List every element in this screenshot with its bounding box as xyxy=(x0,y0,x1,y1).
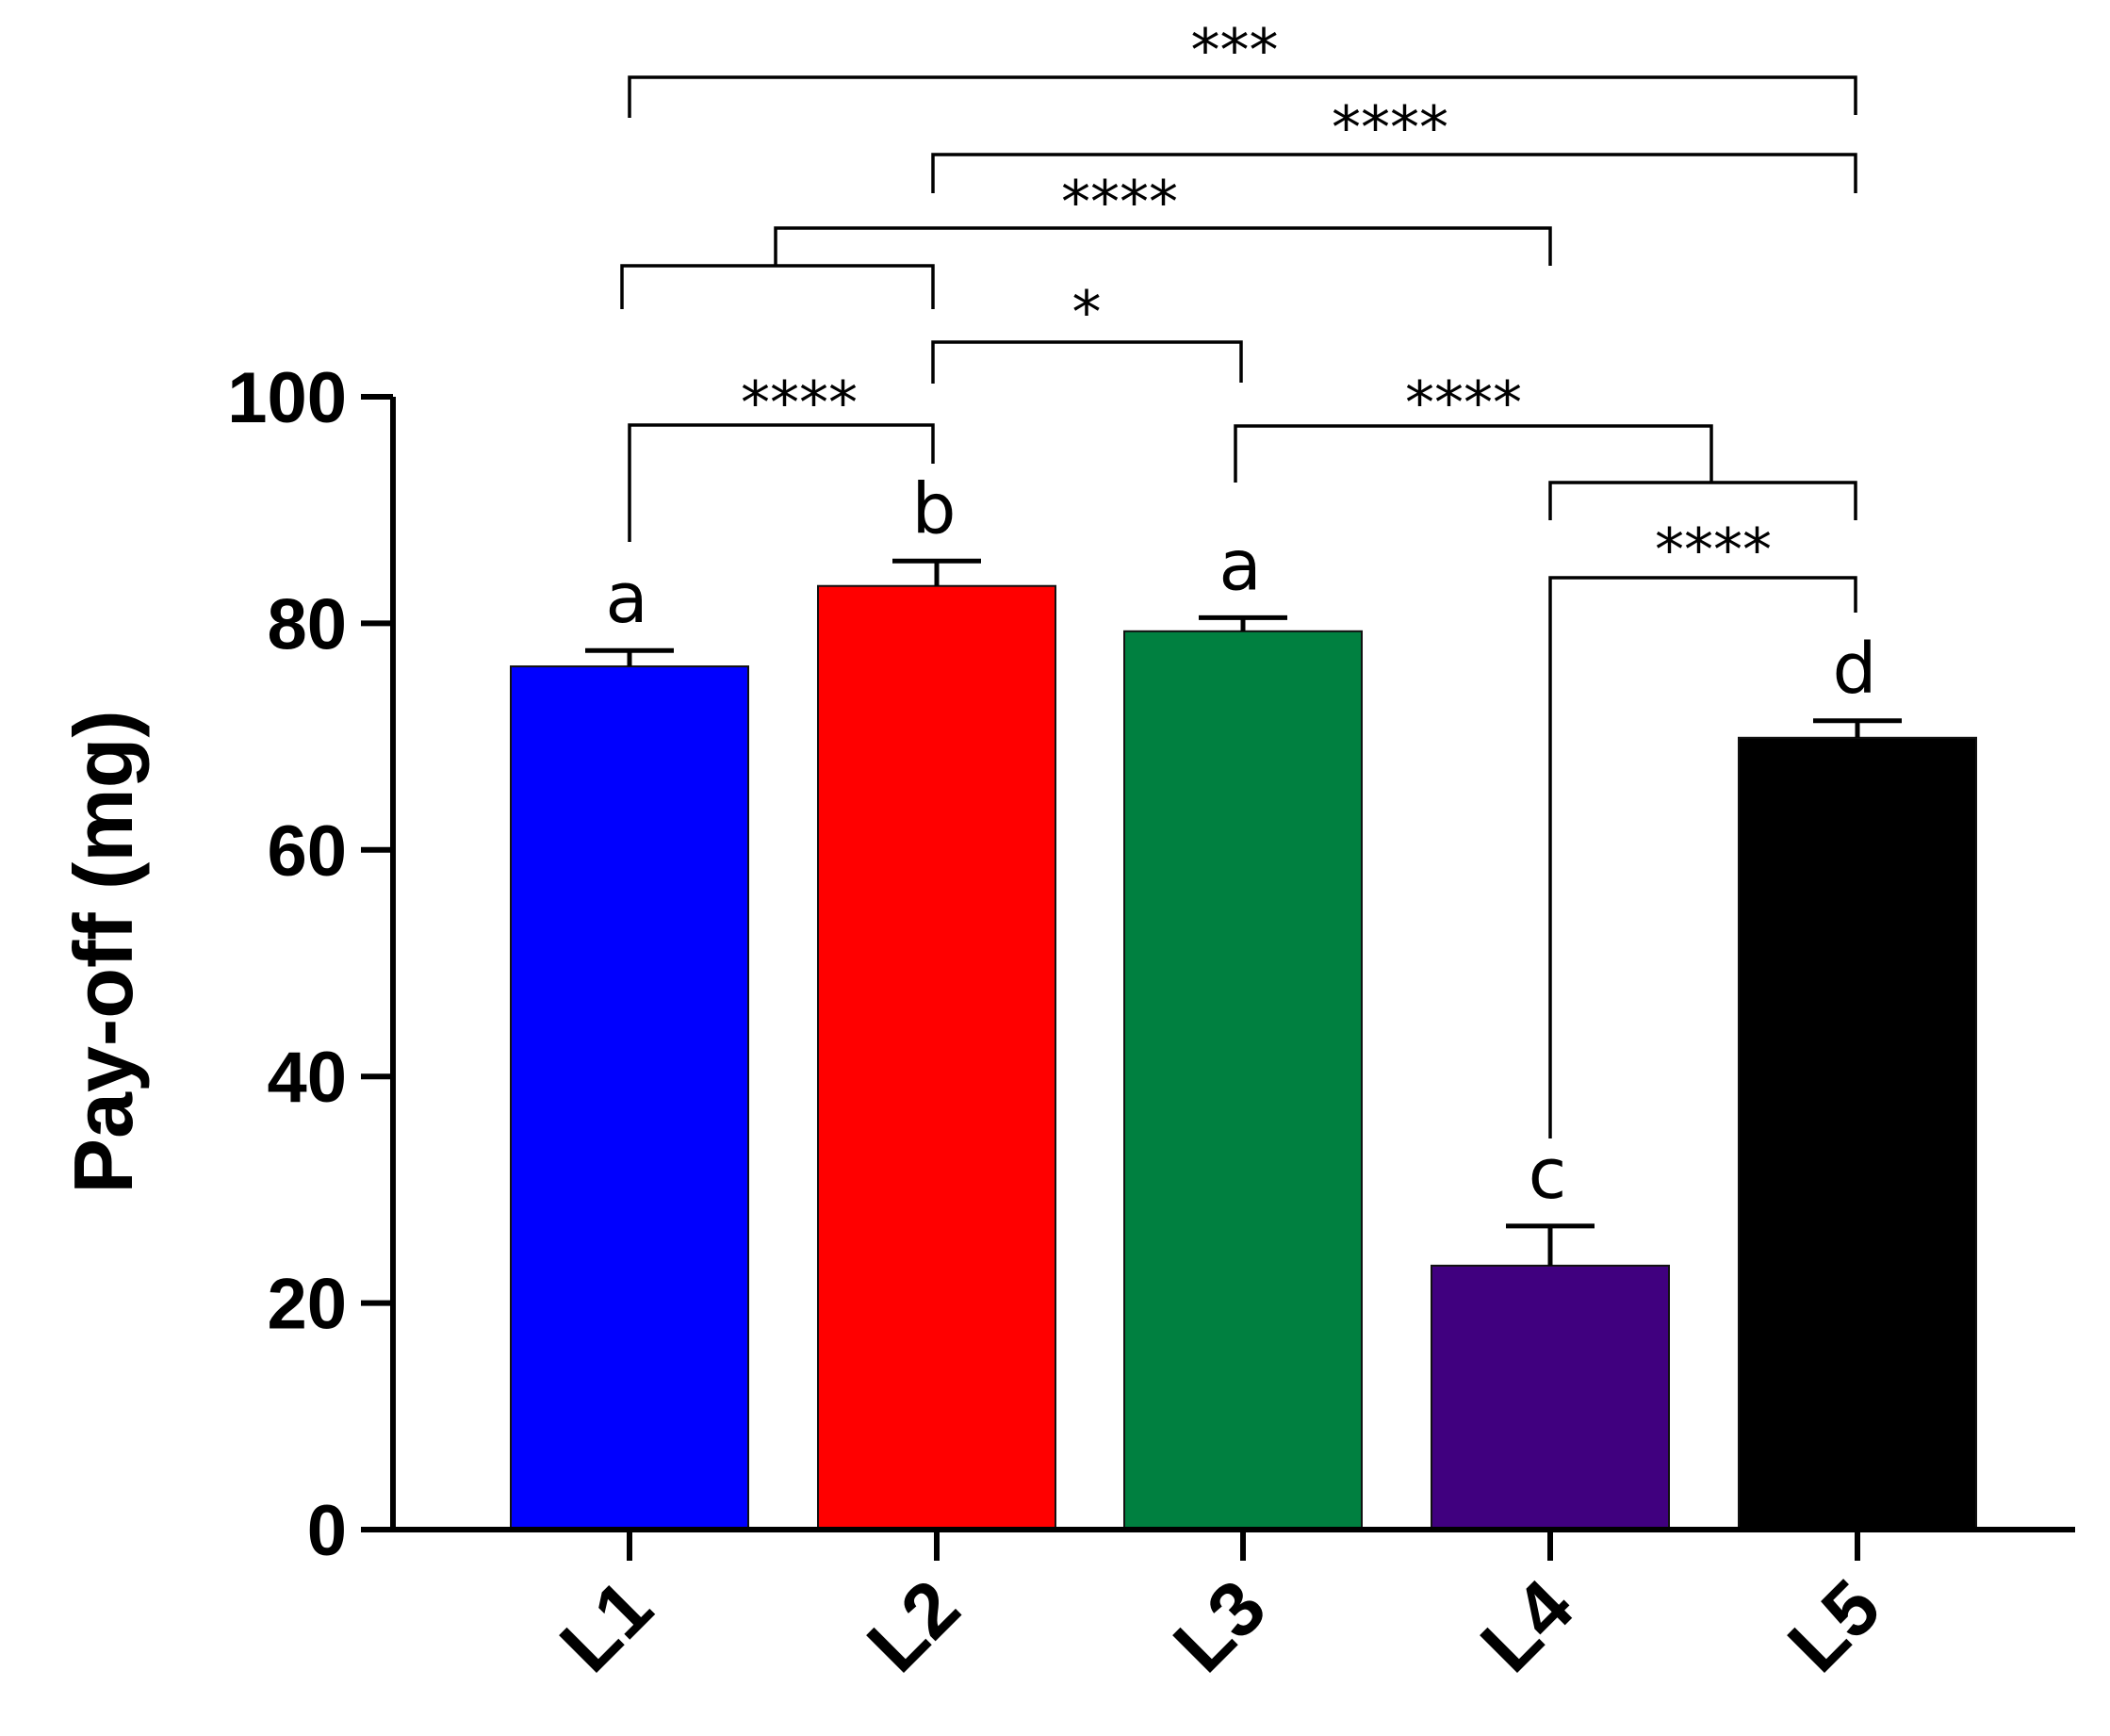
group-letter: c xyxy=(1529,1134,1567,1215)
y-ticks: 0 20 40 60 80 100 xyxy=(227,358,393,1571)
y-tick-label: 60 xyxy=(267,811,347,892)
significance-brackets: **************** ******** xyxy=(620,16,1857,1138)
bar-l1 xyxy=(510,665,749,1531)
group-letter: a xyxy=(1219,525,1261,606)
comparison-bracket xyxy=(1548,576,1857,1138)
group-letter: a xyxy=(605,558,647,639)
bar-l3 xyxy=(1123,630,1363,1531)
y-tick-label: 20 xyxy=(267,1265,347,1345)
significance-stars: *** xyxy=(1191,16,1279,85)
comparison-bracket xyxy=(931,153,1857,193)
axes xyxy=(390,397,2075,1532)
group-letter: d xyxy=(1833,629,1877,710)
significance-stars: * xyxy=(1072,278,1102,347)
y-tick-label: 40 xyxy=(267,1038,347,1118)
bar-l2 xyxy=(817,584,1056,1531)
comparison-bracket xyxy=(620,264,935,309)
x-tick-label: L1 xyxy=(545,1564,669,1689)
significance-stars: **** xyxy=(741,368,858,437)
significance-stars: **** xyxy=(1332,93,1448,162)
y-tick-label: 0 xyxy=(307,1491,347,1571)
comparison-bracket xyxy=(628,75,1857,118)
bars xyxy=(510,584,1977,1531)
x-tick-label: L3 xyxy=(1158,1564,1283,1689)
y-tick-label: 80 xyxy=(267,584,347,664)
x-tick-label: L2 xyxy=(852,1564,976,1689)
bar-l5 xyxy=(1738,736,1977,1531)
comparison-bracket xyxy=(1234,424,1713,483)
x-tick-label: L5 xyxy=(1773,1564,1897,1689)
group-letter: b xyxy=(912,468,957,549)
y-tick-label: 100 xyxy=(227,358,347,438)
x-tick-label: L4 xyxy=(1465,1564,1590,1688)
significance-stars: **** xyxy=(1405,368,1522,437)
comparison-bracket xyxy=(1548,481,1857,520)
error-bars xyxy=(585,558,1902,1266)
comparison-bracket xyxy=(774,226,1552,266)
y-axis-label: Pay-off (mg) xyxy=(57,710,150,1193)
group-letters: a b a c d xyxy=(605,468,1876,1215)
significance-stars: **** xyxy=(1061,168,1178,237)
comparison-bracket xyxy=(628,423,935,542)
bar-l4 xyxy=(1431,1264,1670,1531)
comparison-bracket xyxy=(931,340,1243,384)
significance-stars: **** xyxy=(1655,516,1772,584)
x-ticks: L1 L2 L3 L4 L5 xyxy=(545,1530,1897,1689)
